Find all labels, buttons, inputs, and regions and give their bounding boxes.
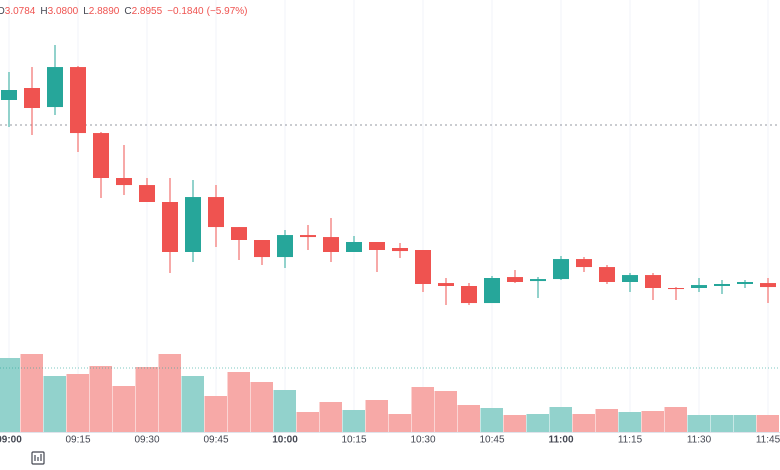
volume-bar [365,400,388,432]
candle-body [599,267,615,282]
candle-body [277,235,293,258]
time-axis: 09:00 09:15 09:30 09:45 10:00 10:15 10:30 10:45… [0,435,780,446]
volume-bar [503,415,526,432]
volume-bar [733,415,756,432]
candle-body [346,242,362,252]
legend-value: 2.8955 [132,6,163,17]
x-tick-label: 10:45 [479,435,504,446]
candle-body [760,283,776,288]
candle-body [530,279,546,282]
volume-bar [388,414,411,432]
legend-change-pct: (−5.97%) [207,6,248,17]
legend-label: C [124,6,131,17]
candle-body [1,90,17,100]
volume-bar [756,415,779,432]
volume-bar [181,376,204,432]
volume-bar [112,386,135,432]
chart-settings-icon[interactable] [31,451,45,465]
candle-body [93,133,109,178]
icon-frame [31,451,45,465]
volume-bar [618,412,641,432]
volume-bar [411,387,434,432]
volume-bar [135,367,158,432]
candle-body [185,197,201,252]
candle-body [484,278,500,304]
candle-body [415,250,431,284]
legend-value: 3.0800 [48,6,79,17]
volume-bar [319,402,342,432]
x-tick-label: 10:15 [341,435,366,446]
x-tick-label: 10:30 [410,435,435,446]
volume-bar [227,372,250,432]
volume-bar [710,415,733,432]
candle-body [737,282,753,284]
volume-bar [480,408,503,432]
volume-bar [204,396,227,432]
legend-value: 3.0784 [5,6,36,17]
volume-bar [273,390,296,432]
candle-body [576,259,592,268]
x-tick-label: 09:30 [134,435,159,446]
x-tick-label: 11:00 [548,435,573,446]
volume-bar [434,391,457,432]
volume-bar [250,382,273,432]
volume-bar [66,374,89,432]
candle-body [323,237,339,252]
volume-bar [89,366,112,432]
candle-body [645,275,661,288]
x-tick-label: 11:15 [618,435,643,446]
legend-label: H [40,6,47,17]
candle-body [139,185,155,202]
x-tick-label: 11:30 [687,435,712,446]
x-tick-label: 11:45 [756,435,780,446]
legend-label: L [83,6,89,17]
candle-body [392,248,408,252]
candle-body [208,197,224,228]
volume-bar [664,407,687,432]
grid [8,0,769,432]
volume-bar [549,407,572,432]
candle-body [70,67,86,134]
volume-pane [0,354,780,432]
candle-body [47,67,63,108]
candle-body [461,286,477,304]
ohlc-legend: O3.0784 H3.0800 L2.8890 C2.8955 −0.1840 (−5.9… [0,6,247,17]
volume-bar [43,376,66,432]
volume-bar [572,414,595,432]
price-pane [0,45,780,306]
candle-body [438,283,454,286]
volume-bar [342,410,365,432]
candle-body [553,259,569,280]
volume-bar [296,412,319,432]
candle-body [622,275,638,282]
candle-body [714,284,730,286]
candle-body [507,277,523,282]
volume-bar [595,409,618,432]
volume-bar [0,358,20,432]
candle-body [162,202,178,252]
volume-bar [687,415,710,432]
legend-value: 2.8890 [89,6,120,17]
candle-body [231,227,247,240]
candle-body [254,240,270,258]
candle-body [369,242,385,250]
candle-body [668,288,684,290]
x-tick-label: 09:15 [65,435,90,446]
legend-label: O [0,6,5,17]
candle-body [24,88,40,108]
volume-bar [641,411,664,432]
legend-change: −0.1840 [167,6,204,17]
candle-body [300,235,316,238]
candle-body [116,178,132,186]
volume-bar [457,405,480,432]
volume-bar [158,354,181,432]
candle-body [691,285,707,288]
volume-bar [526,414,549,432]
x-tick-label: 09:00 [0,435,22,446]
volume-bar [20,354,43,432]
x-tick-label: 10:00 [272,435,298,446]
x-tick-label: 09:45 [203,435,228,446]
